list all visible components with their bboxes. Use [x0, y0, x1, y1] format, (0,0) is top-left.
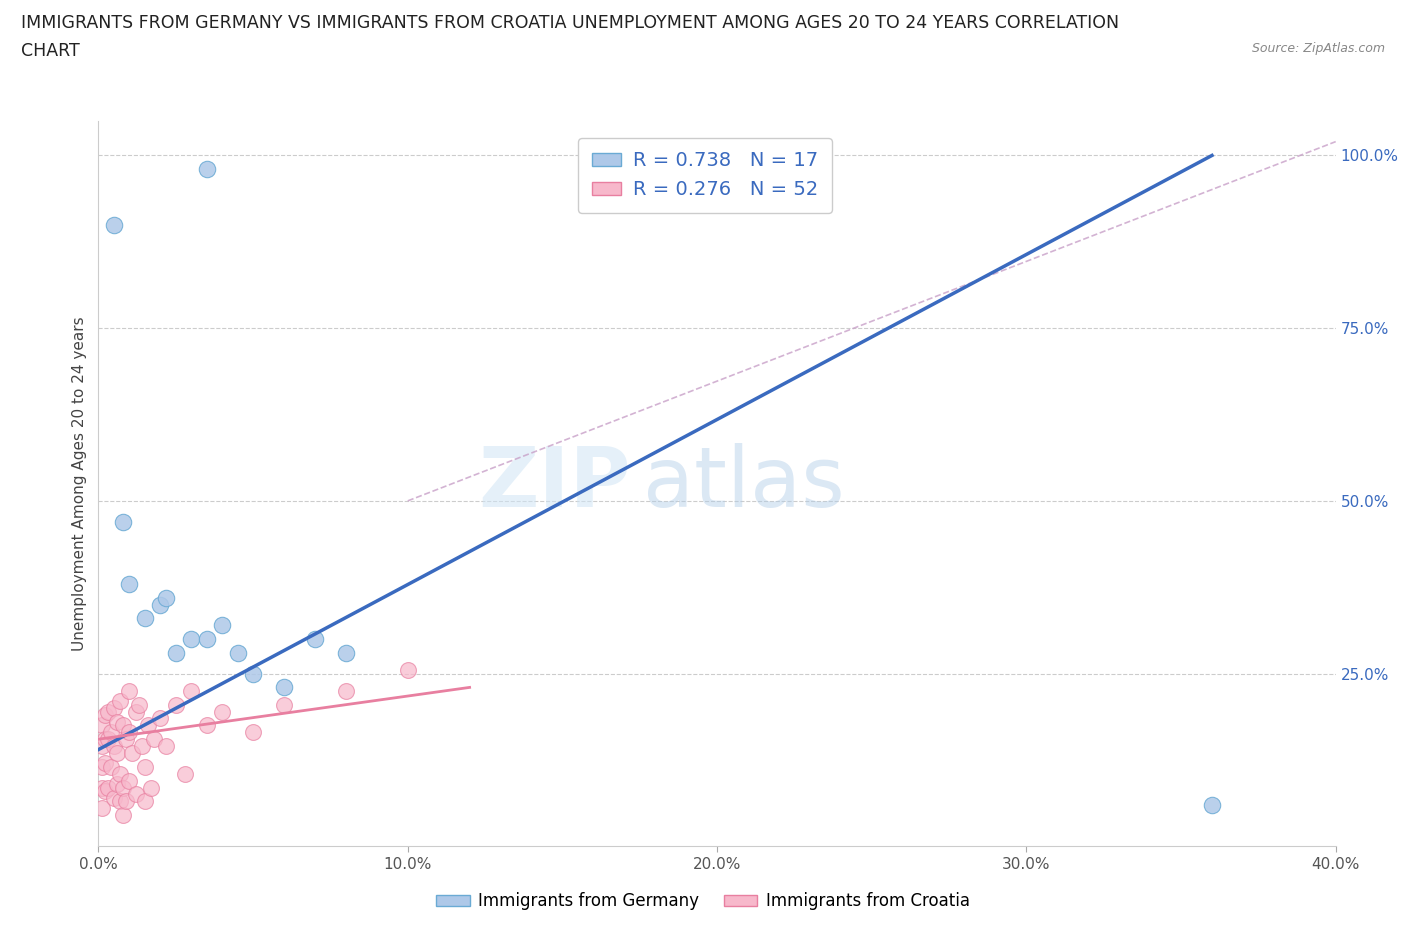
Point [103, 217, 125, 232]
Point [112, 808, 135, 823]
Point [155, 738, 177, 753]
Point [134, 760, 156, 775]
Text: Source: ZipAtlas.com: Source: ZipAtlas.com [1251, 42, 1385, 55]
Point [136, 718, 159, 733]
Point [118, 684, 141, 698]
Point [335, 684, 357, 698]
Point [304, 631, 326, 646]
Point [118, 724, 141, 739]
Legend: Immigrants from Germany, Immigrants from Croatia: Immigrants from Germany, Immigrants from… [430, 885, 976, 917]
Text: atlas: atlas [643, 443, 845, 525]
Text: CHART: CHART [21, 42, 80, 60]
Point [124, 787, 146, 802]
Point [118, 577, 141, 591]
Point [273, 698, 295, 712]
Point [180, 631, 202, 646]
Point [195, 718, 218, 733]
Point [149, 711, 172, 726]
Point [108, 694, 131, 709]
Point [1201, 797, 1223, 812]
Point [100, 760, 122, 775]
Point [165, 645, 187, 660]
Point [165, 698, 187, 712]
Point [90, 780, 112, 795]
Point [195, 631, 218, 646]
Point [180, 684, 202, 698]
Text: ZIP: ZIP [478, 443, 630, 525]
Point [93, 732, 115, 747]
Point [396, 663, 419, 678]
Point [134, 794, 156, 809]
Point [105, 777, 128, 791]
Point [105, 746, 128, 761]
Point [90, 760, 112, 775]
Point [134, 611, 156, 626]
Point [128, 698, 150, 712]
Point [112, 718, 135, 733]
Point [211, 704, 233, 719]
Point [143, 732, 166, 747]
Point [90, 718, 112, 733]
Legend: R = 0.738   N = 17, R = 0.276   N = 52: R = 0.738 N = 17, R = 0.276 N = 52 [578, 138, 831, 213]
Point [108, 766, 131, 781]
Point [90, 738, 112, 753]
Point [112, 514, 135, 529]
Point [131, 738, 153, 753]
Point [97, 704, 120, 719]
Point [93, 708, 115, 723]
Point [226, 645, 249, 660]
Point [103, 700, 125, 715]
Point [103, 738, 125, 753]
Point [90, 801, 112, 816]
Point [105, 714, 128, 729]
Point [118, 773, 141, 788]
Point [149, 597, 172, 612]
Point [273, 680, 295, 695]
Point [124, 704, 146, 719]
Point [112, 780, 135, 795]
Point [242, 666, 264, 681]
Point [100, 724, 122, 739]
Point [121, 746, 143, 761]
Point [93, 756, 115, 771]
Point [335, 645, 357, 660]
Point [242, 724, 264, 739]
Point [139, 780, 162, 795]
Text: IMMIGRANTS FROM GERMANY VS IMMIGRANTS FROM CROATIA UNEMPLOYMENT AMONG AGES 20 TO: IMMIGRANTS FROM GERMANY VS IMMIGRANTS FR… [21, 14, 1119, 32]
Point [93, 784, 115, 799]
Point [108, 794, 131, 809]
Point [155, 591, 177, 605]
Point [97, 780, 120, 795]
Point [97, 732, 120, 747]
Point [103, 790, 125, 805]
Point [174, 766, 197, 781]
Point [195, 162, 218, 177]
Point [115, 794, 138, 809]
Y-axis label: Unemployment Among Ages 20 to 24 years: Unemployment Among Ages 20 to 24 years [72, 316, 87, 651]
Point [211, 618, 233, 632]
Point [115, 732, 138, 747]
